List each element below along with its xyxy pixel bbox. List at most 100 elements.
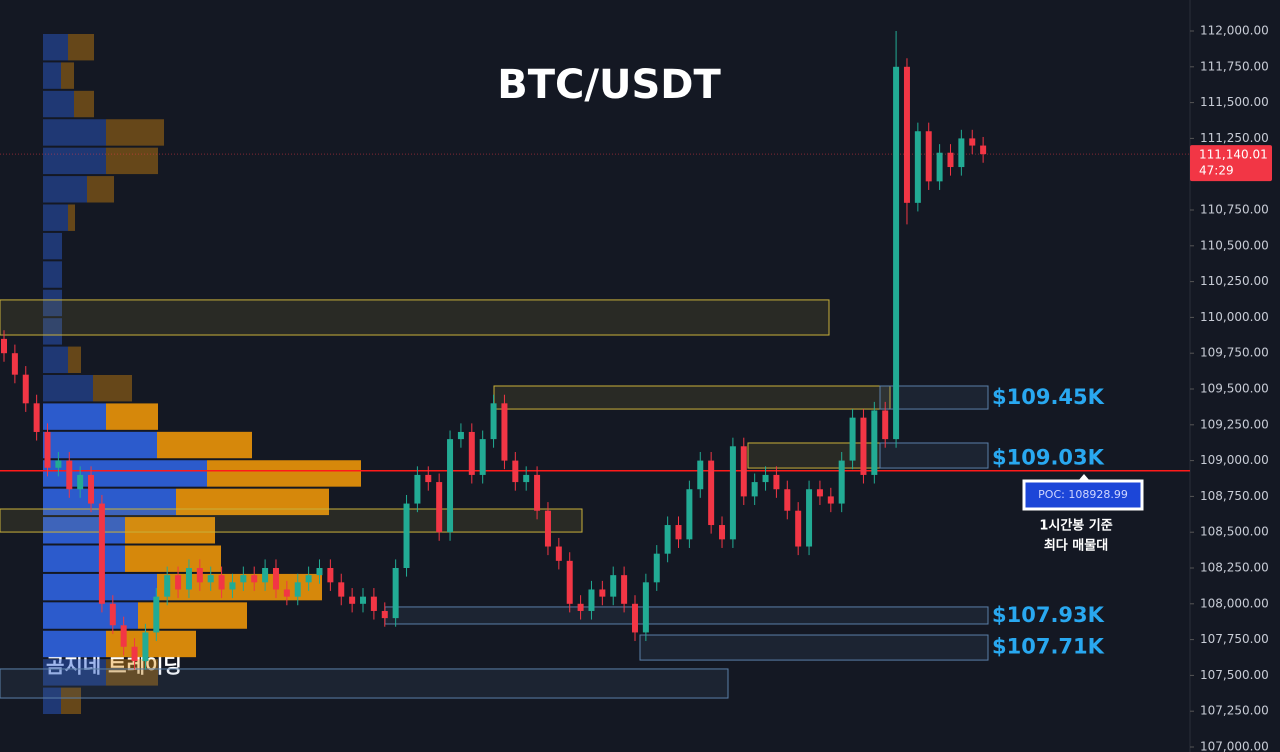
candle-body bbox=[120, 625, 127, 647]
candle-body bbox=[849, 417, 856, 461]
candle-body bbox=[272, 568, 279, 590]
zone bbox=[0, 299, 830, 336]
candle-body bbox=[262, 568, 269, 583]
candle-body bbox=[142, 632, 149, 662]
candle-body bbox=[686, 489, 693, 540]
y-tick-label: 107,750.00 bbox=[1200, 632, 1269, 646]
profile-buy bbox=[43, 659, 106, 686]
level-label: $109.03K bbox=[992, 445, 1105, 469]
y-tick-label: 109,000.00 bbox=[1200, 453, 1269, 467]
candle-body bbox=[294, 582, 301, 597]
zone bbox=[0, 668, 729, 699]
profile-sell bbox=[125, 517, 215, 544]
candle-body bbox=[175, 575, 182, 590]
y-tick-label: 111,750.00 bbox=[1200, 59, 1269, 73]
candle-body bbox=[838, 460, 845, 504]
candle-body bbox=[980, 145, 987, 155]
candle-body bbox=[240, 575, 247, 583]
profile-sell bbox=[106, 659, 158, 686]
candle-body bbox=[392, 568, 399, 619]
candle-body bbox=[33, 403, 40, 432]
profile-buy bbox=[43, 545, 125, 572]
candle-body bbox=[534, 474, 541, 511]
zone bbox=[384, 606, 989, 625]
profile-sell bbox=[157, 431, 252, 459]
profile-sell bbox=[68, 34, 94, 61]
candle-body bbox=[44, 431, 51, 468]
candle-body bbox=[229, 582, 236, 590]
profile-sell bbox=[61, 687, 81, 714]
candle-body bbox=[479, 439, 486, 475]
profile-buy bbox=[43, 176, 87, 203]
profile-buy bbox=[43, 318, 62, 345]
y-tick-label: 111,250.00 bbox=[1200, 131, 1269, 145]
y-tick-label: 109,250.00 bbox=[1200, 417, 1269, 431]
candle-body bbox=[283, 589, 290, 597]
profile-buy bbox=[43, 375, 93, 402]
candle-body bbox=[512, 460, 519, 483]
y-tick-label: 109,500.00 bbox=[1200, 382, 1269, 396]
candle-body bbox=[447, 439, 454, 533]
y-tick-label: 112,000.00 bbox=[1200, 24, 1269, 38]
candle-body bbox=[66, 460, 73, 490]
profile-buy bbox=[43, 62, 61, 89]
poc-label: POC: 108928.99 bbox=[1038, 488, 1128, 501]
y-tick-label: 108,000.00 bbox=[1200, 596, 1269, 610]
candle-body bbox=[22, 374, 29, 404]
profile-buy bbox=[43, 289, 62, 317]
y-tick-label: 110,000.00 bbox=[1200, 310, 1269, 324]
candle-body bbox=[207, 575, 214, 583]
candle-body bbox=[164, 575, 171, 597]
zone bbox=[0, 508, 583, 533]
zone bbox=[747, 442, 881, 469]
candle-body bbox=[621, 575, 628, 604]
profile-buy bbox=[43, 34, 68, 61]
candle-body bbox=[969, 138, 976, 146]
candle-body bbox=[251, 575, 258, 583]
y-tick-label: 110,250.00 bbox=[1200, 274, 1269, 288]
candle-body bbox=[610, 575, 617, 597]
level-label: $107.93K bbox=[992, 603, 1105, 627]
candle-body bbox=[109, 603, 116, 626]
candle-body bbox=[588, 589, 595, 611]
candle-body bbox=[370, 596, 377, 611]
candle-body bbox=[729, 446, 736, 540]
candle-body bbox=[196, 568, 203, 583]
candle-body bbox=[740, 446, 747, 497]
zone bbox=[879, 442, 989, 469]
candle-body bbox=[457, 431, 464, 440]
candle-body bbox=[631, 603, 638, 633]
profile-buy bbox=[43, 261, 62, 288]
candle-body bbox=[577, 603, 584, 611]
candle-body bbox=[1, 338, 7, 354]
candle-body bbox=[947, 152, 954, 168]
candle-body bbox=[403, 503, 410, 568]
profile-buy bbox=[43, 204, 68, 231]
candle-body bbox=[806, 489, 813, 547]
poc-pointer bbox=[1078, 474, 1090, 481]
candle-body bbox=[860, 417, 867, 475]
profile-sell bbox=[87, 176, 114, 203]
candle-body bbox=[11, 353, 18, 375]
candle-body bbox=[490, 403, 497, 440]
y-tick-label: 107,250.00 bbox=[1200, 704, 1269, 718]
profile-buy bbox=[43, 602, 138, 629]
candle-body bbox=[697, 460, 704, 490]
candle-body bbox=[436, 482, 443, 533]
poc-note: 최다 매물대 bbox=[1044, 538, 1108, 554]
candle-body bbox=[675, 525, 682, 540]
candle-body bbox=[893, 66, 900, 440]
y-tick-label: 109,750.00 bbox=[1200, 346, 1269, 360]
candle-body bbox=[653, 553, 660, 583]
candle-body bbox=[773, 474, 780, 490]
candle-body bbox=[55, 460, 62, 468]
y-tick-label: 107,500.00 bbox=[1200, 668, 1269, 682]
candle-body bbox=[719, 525, 726, 540]
candle-body bbox=[98, 503, 105, 604]
candle-body bbox=[131, 646, 138, 662]
candle-body bbox=[316, 568, 323, 576]
candle-body bbox=[871, 410, 878, 475]
price-label: 111,140.01 bbox=[1199, 148, 1268, 162]
